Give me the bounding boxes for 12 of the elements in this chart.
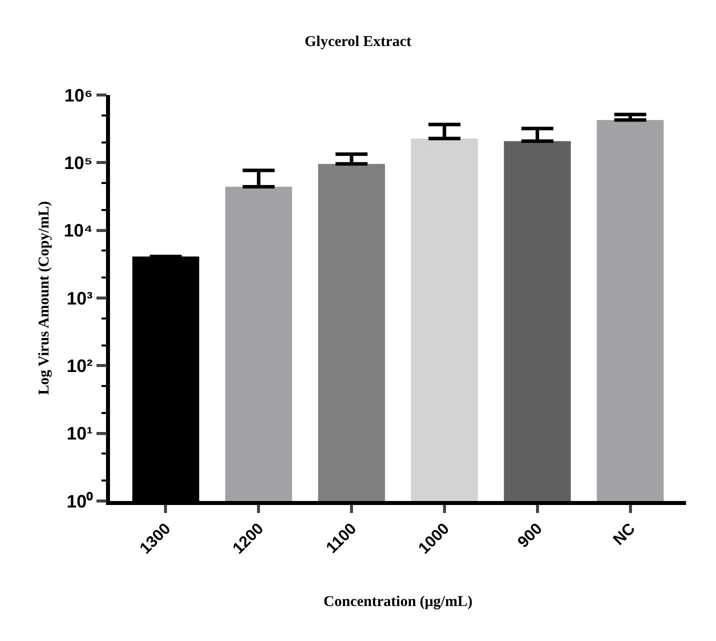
y-tick-label: 10³ [66, 288, 93, 308]
y-tick-label: 10¹ [66, 424, 93, 444]
y-tick-label: 10⁴ [64, 220, 93, 241]
y-tick-label: 10² [66, 356, 93, 376]
chart-title: Glycerol Extract [304, 34, 412, 50]
y-tick-label: 10⁰ [66, 491, 94, 512]
y-axis-title: Log Virus Amount (Copy/mL) [36, 201, 52, 395]
x-tick-label: NC [610, 520, 640, 549]
y-tick-label: 10⁵ [64, 152, 93, 173]
x-axis-title: Concentration (μg/mL) [324, 594, 472, 610]
x-tick-label: 900 [514, 520, 546, 552]
y-tick-label: 10⁶ [64, 85, 93, 106]
